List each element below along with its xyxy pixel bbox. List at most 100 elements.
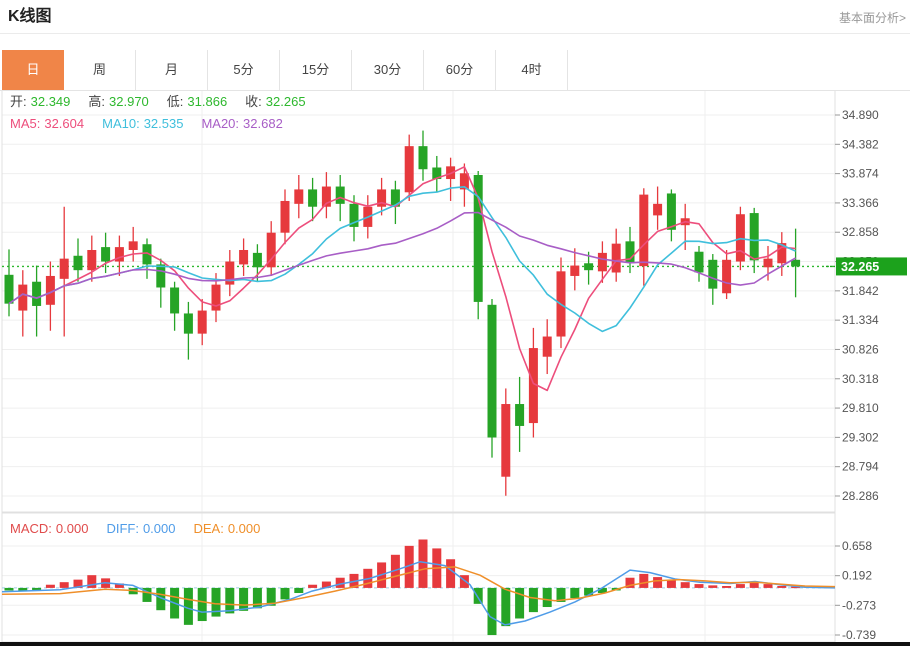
legend-value: 32.682 <box>243 116 283 131</box>
macd-bar <box>335 577 345 588</box>
macd-bar <box>680 582 690 588</box>
macd-bar <box>777 586 787 588</box>
candle-body <box>542 336 552 357</box>
macd-bar <box>446 559 456 588</box>
macd-bar <box>390 554 400 588</box>
macd-bar <box>114 583 124 588</box>
macd-bar <box>722 586 732 588</box>
widget-header: K线图 基本面分析> <box>0 0 910 34</box>
candle-body <box>515 404 525 426</box>
candle-body <box>528 348 538 424</box>
diff-line <box>1 561 836 626</box>
macd-bar <box>528 587 538 613</box>
candle-body <box>639 194 649 267</box>
candle-body <box>170 287 180 314</box>
candle-body <box>183 313 193 334</box>
candle-body <box>653 203 663 216</box>
candle-body <box>694 251 704 273</box>
tab-5min[interactable]: 5分 <box>208 50 280 90</box>
tab-week[interactable]: 周 <box>64 50 136 90</box>
ohlc_legend-items-close: 收: 32.265 <box>245 94 309 109</box>
candle-body <box>570 265 580 276</box>
candle-body <box>294 189 304 204</box>
candle-body <box>87 249 97 271</box>
price-axis-label: 28.794 <box>842 460 879 474</box>
macd-bar <box>515 587 525 619</box>
candle-body <box>59 258 69 279</box>
tab-30min[interactable]: 30分 <box>352 50 424 90</box>
macd-bar <box>266 587 276 606</box>
price-axis-label: 32.858 <box>842 225 879 239</box>
price-axis-label: 28.286 <box>842 489 879 503</box>
macd-bar <box>473 587 483 604</box>
candle-body <box>211 284 221 311</box>
dea-line <box>1 566 836 606</box>
candle-body <box>252 252 262 268</box>
legend-label: DEA: <box>193 521 224 536</box>
candle-body <box>777 243 787 264</box>
macd-bar <box>791 586 801 589</box>
candle-body <box>735 214 745 262</box>
candle-body <box>280 200 290 233</box>
price-axis-label: 33.874 <box>842 167 879 181</box>
legend-label: MA10: <box>102 116 140 131</box>
candle-body <box>390 189 400 207</box>
macd-bar <box>763 584 773 588</box>
macd-bar <box>749 581 759 588</box>
current-price-badge[interactable] <box>836 257 907 276</box>
legend-label: MA5: <box>10 116 41 131</box>
candle-body <box>73 255 83 271</box>
legend-value: 32.604 <box>44 116 85 131</box>
candle-body <box>432 167 442 180</box>
ma-line-ma20 <box>8 211 797 305</box>
legend-value: 0.000 <box>142 521 176 536</box>
macd-bar <box>239 587 249 611</box>
candle-body <box>763 258 773 268</box>
price-axis-label: 34.382 <box>842 137 879 151</box>
macd-bar <box>584 587 594 596</box>
macd-bar <box>321 581 331 588</box>
candle-body <box>597 252 607 272</box>
tab-month[interactable]: 月 <box>136 50 208 90</box>
tab-60min[interactable]: 60分 <box>424 50 496 90</box>
macd-bar <box>211 587 221 617</box>
ohlc_legend-items-high: 高: 32.970 <box>88 94 152 109</box>
ma_legend-ma20: MA20: 32.682 <box>201 116 286 131</box>
macd_legend-dea: DEA: 0.000 <box>193 521 264 536</box>
tab-day[interactable]: 日 <box>2 50 64 90</box>
legend-value: 32.265 <box>265 94 306 109</box>
page-title: K线图 <box>8 8 52 25</box>
price-axis-label: 30.826 <box>842 342 879 356</box>
macd-bar <box>45 584 55 588</box>
candle-body <box>377 189 387 207</box>
candle-body <box>473 174 483 302</box>
candle-body <box>101 247 111 262</box>
candle-body <box>404 146 414 193</box>
macd-bar <box>597 587 607 594</box>
candle-body <box>142 244 152 265</box>
price-axis-label: 29.810 <box>842 401 879 415</box>
macd-bar <box>694 584 704 588</box>
candle-body <box>225 261 235 285</box>
macd-bar <box>156 587 166 611</box>
macd-bar <box>308 584 318 588</box>
candle-body <box>625 241 635 263</box>
candle-body <box>156 264 166 288</box>
macd-bar <box>653 577 663 588</box>
macd-bar <box>404 545 414 588</box>
macd-axis-label: 0.192 <box>842 569 872 583</box>
interval-tabbar: 日周月 5分 15分 30分 60分 4时 <box>0 50 910 91</box>
macd-bar <box>708 585 718 588</box>
ohlc-legend: 开: 32.349 高: 32.970 低: 31.866 收: 32.265 <box>10 94 324 110</box>
tab-15min[interactable]: 15分 <box>280 50 352 90</box>
macd-bar <box>735 584 745 588</box>
macd-bar <box>501 587 511 627</box>
macd-bar <box>459 575 469 588</box>
tab-4hour[interactable]: 4时 <box>496 50 568 90</box>
macd-bar <box>59 582 69 588</box>
fundamental-analysis-link[interactable]: 基本面分析> <box>838 11 906 25</box>
candle-body <box>45 275 55 305</box>
macd-axis-label: 0.658 <box>842 539 872 553</box>
legend-value: 32.349 <box>30 94 71 109</box>
